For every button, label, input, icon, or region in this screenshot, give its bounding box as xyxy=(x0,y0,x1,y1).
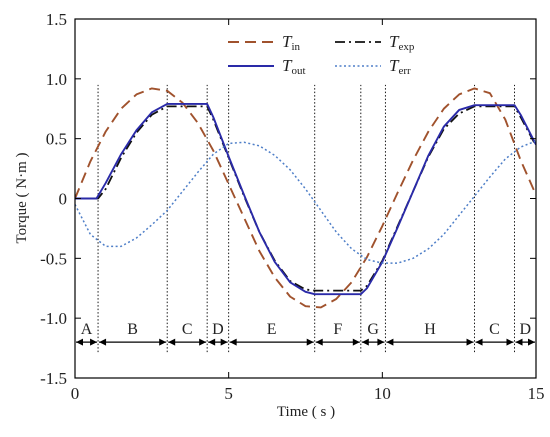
phase-arrow-head-left xyxy=(208,338,216,346)
legend-label-main: T xyxy=(389,56,400,75)
phase-label: C xyxy=(489,321,500,338)
phase-label: A xyxy=(81,321,93,338)
legend-label: Texp xyxy=(389,32,415,53)
legend-label: Terr xyxy=(389,56,411,77)
y-tick-label: -0.5 xyxy=(40,249,67,268)
x-tick-label: 15 xyxy=(528,384,545,403)
y-tick-label: 1.0 xyxy=(46,70,67,89)
legend-label-sub: out xyxy=(291,65,305,77)
phase-arrow-head-right xyxy=(506,338,514,346)
y-axis-title: Torque ( N·m ) xyxy=(14,152,30,243)
y-tick-label: -1.5 xyxy=(40,369,67,388)
phase-arrow-head-right xyxy=(306,338,314,346)
phase-arrow-head-right xyxy=(220,338,228,346)
tick-marks xyxy=(74,18,537,379)
x-tick-label: 0 xyxy=(71,384,80,403)
phase-label: H xyxy=(424,321,436,338)
series-lines xyxy=(75,87,536,309)
legend-label: Tout xyxy=(282,56,306,77)
phase-label: C xyxy=(182,321,193,338)
legend-label-sub: err xyxy=(398,65,411,77)
legend-label: Tin xyxy=(282,32,301,53)
phase-arrow-head-left xyxy=(361,338,369,346)
phase-arrow-head-right xyxy=(90,338,98,346)
y-tick-label: 0 xyxy=(59,190,68,209)
phase-label: D xyxy=(519,321,531,338)
phase-arrow-head-right xyxy=(352,338,360,346)
phase-arrow-head-right xyxy=(377,338,385,346)
phase-label: B xyxy=(127,321,138,338)
series-line-t-out xyxy=(75,103,536,296)
phase-label: F xyxy=(333,321,342,338)
phase-arrow-head-left xyxy=(515,338,523,346)
y-tick-label: -1.0 xyxy=(40,309,67,328)
x-axis-title: Time ( s ) xyxy=(277,404,335,420)
phase-arrow-head-left xyxy=(76,338,83,346)
phase-arrow-head-right xyxy=(199,338,207,346)
legend-label-main: T xyxy=(282,32,293,51)
phase-arrow-head-left xyxy=(315,338,323,346)
y-tick-label: 0.5 xyxy=(46,130,67,149)
series-line-t-in xyxy=(75,87,536,309)
phase-boundary-lines xyxy=(97,84,515,353)
legend-label-main: T xyxy=(389,32,400,51)
legend-label-sub: in xyxy=(291,41,300,53)
phase-arrow-head-left xyxy=(168,338,176,346)
phase-label: G xyxy=(367,321,379,338)
phase-label: E xyxy=(267,321,277,338)
phase-label: D xyxy=(212,321,224,338)
x-tick-label: 5 xyxy=(224,384,233,403)
phase-arrow-head-left xyxy=(229,338,237,346)
phase-arrow-head-right xyxy=(159,338,167,346)
phase-arrow-head-right xyxy=(466,338,474,346)
series-line-t-exp xyxy=(75,105,536,292)
phase-arrow-head-left xyxy=(475,338,483,346)
phase-arrows xyxy=(76,338,535,346)
phase-arrow-head-left xyxy=(386,338,394,346)
series-line-t-err xyxy=(75,140,536,264)
y-tick-label: 1.5 xyxy=(46,10,67,29)
phase-arrow-head-left xyxy=(99,338,107,346)
tick-labels: 0 5 10 15 -1.5 -1.0 -0.5 0 0.5 1.0 1.5 xyxy=(40,10,544,403)
phase-arrow-head-right xyxy=(528,338,535,346)
legend-label-sub: exp xyxy=(398,41,414,53)
legend-label-main: T xyxy=(282,56,293,75)
x-tick-label: 10 xyxy=(374,384,391,403)
